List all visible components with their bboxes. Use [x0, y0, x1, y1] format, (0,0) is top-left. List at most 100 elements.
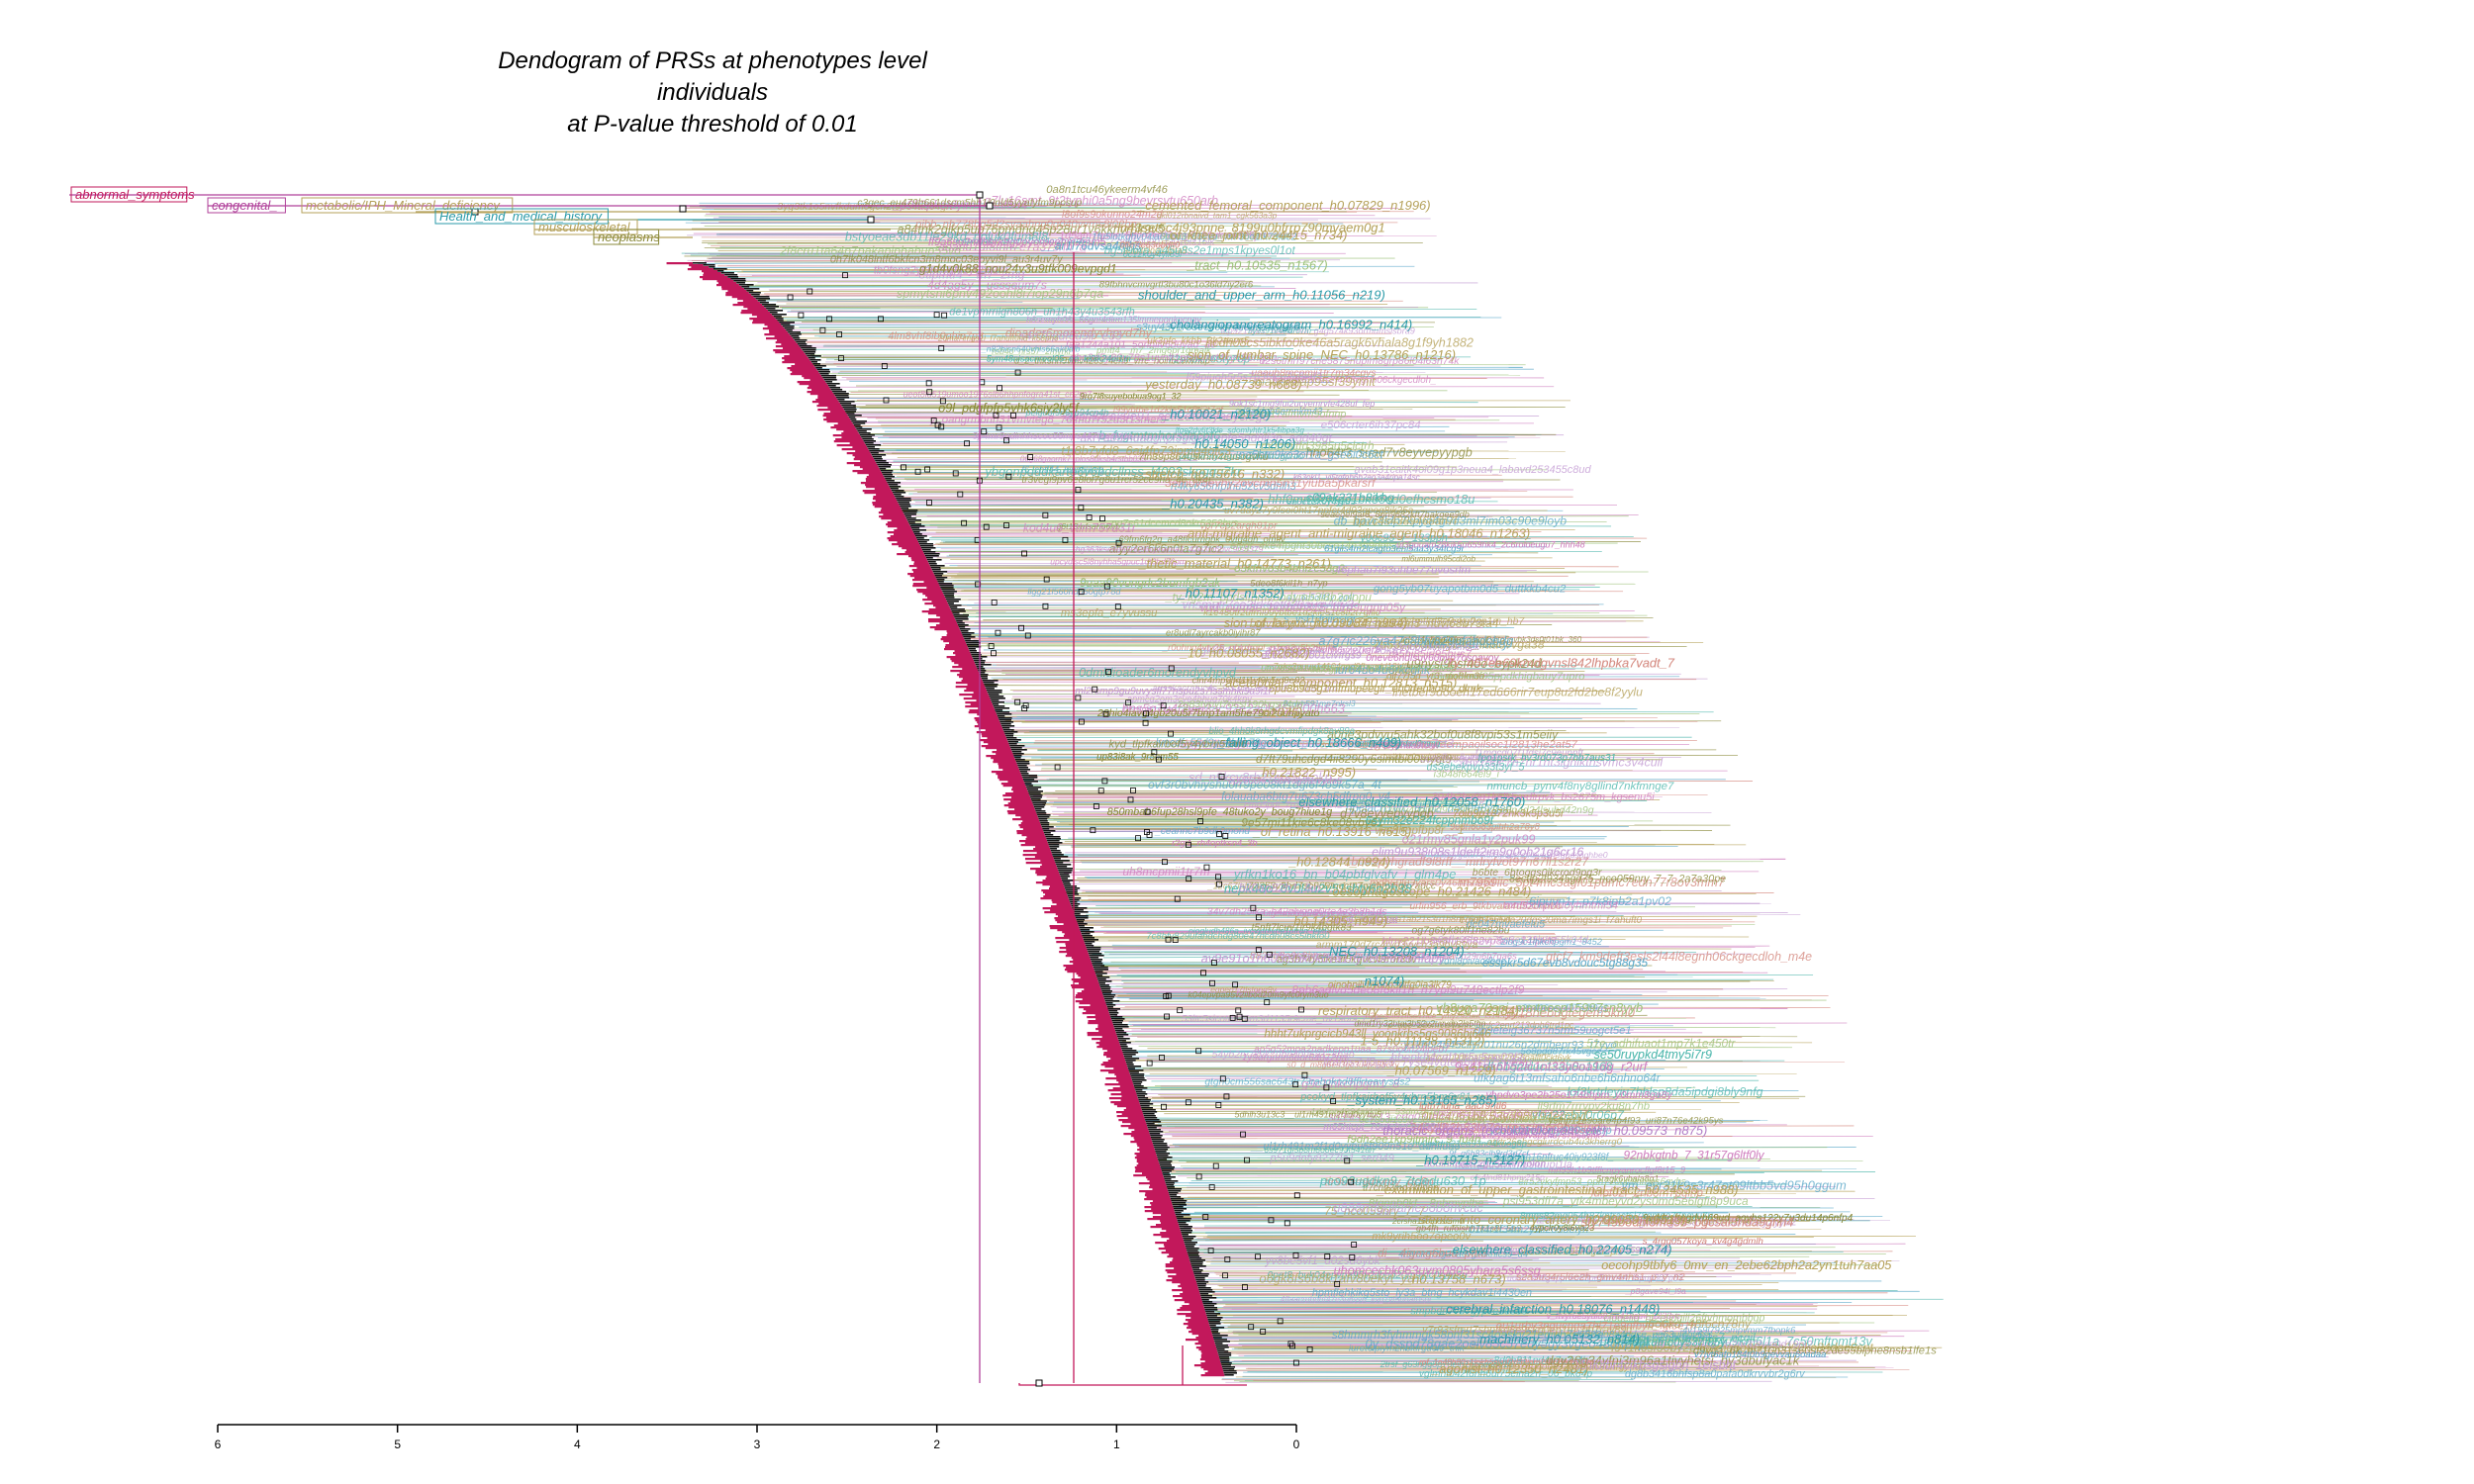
leaf-branch [1125, 1056, 1430, 1059]
leaf-branch [1217, 1311, 1573, 1314]
leaf-branch [981, 641, 1704, 644]
leaf-branch [1118, 968, 1461, 970]
leaf-branch [899, 465, 1458, 468]
trunk-edge [1078, 925, 1085, 927]
trunk-edge [834, 395, 849, 397]
trunk-edge [958, 626, 966, 628]
node-marker [838, 355, 844, 362]
trunk-segment [1078, 974, 1096, 977]
trunk-segment [953, 652, 971, 655]
node-marker [1344, 1158, 1351, 1164]
trunk-segment [1055, 937, 1084, 940]
leaf-label-noise: esspkr5d67evb8vdouc5tg88g35 [1482, 957, 1648, 970]
trunk-segment [1145, 1192, 1169, 1195]
leaf-label: _stretch_h0.15616_n332) [1136, 466, 1285, 481]
trunk-edge [890, 488, 899, 490]
leaf-label-noise: r5mgc62nhrfm2r1s7_ncgil [1619, 1331, 1756, 1345]
trunk-segment [941, 636, 964, 639]
leaf-label: _elsewhere_classified_h0.22405_n274) [1444, 1242, 1672, 1256]
trunk-segment [922, 593, 944, 596]
trunk-edge [1132, 1081, 1143, 1083]
trunk-segment [1108, 1097, 1138, 1100]
leaf-label-noise: m7959iic_5pt4mc3agf01pumc7edn77r8ov3mm7 [1459, 876, 1726, 889]
trunk-edge [1047, 842, 1063, 844]
trunk-edge [819, 373, 829, 375]
trunk-segment [908, 565, 930, 568]
leaf-branch [969, 609, 1636, 612]
leaf-branch [942, 580, 1238, 583]
leaf-label-noise: afyy2er6k6n0ta7g7ic2 [1109, 541, 1224, 555]
top-cluster-label: musculoskeletal [533, 219, 638, 235]
trunk-edge [796, 341, 807, 343]
leaf-branch [724, 279, 1246, 282]
node-marker [1229, 1014, 1236, 1021]
trunk-edge [1201, 1299, 1209, 1301]
trunk-segment [862, 490, 892, 493]
leaf-label-noise: 1b089pyhgradf9l8rff__mrlryfvot97n67ll1s2… [1345, 855, 1590, 869]
trunk-edge [1029, 794, 1043, 796]
trunk-edge [914, 535, 927, 537]
trunk-segment [1158, 1248, 1187, 1251]
trunk-segment [1076, 994, 1103, 997]
trunk-segment [825, 417, 849, 419]
node-marker [1244, 1157, 1250, 1163]
leaf-label-noise: 6a0c12k0y4yli85 [1286, 496, 1357, 507]
leaf-branch [1015, 741, 1447, 743]
node-marker [1018, 624, 1024, 631]
trunk-segment [1087, 1034, 1117, 1037]
trunk-edge [898, 502, 910, 504]
trunk-edge [1170, 1198, 1185, 1200]
leaf-label-noise: di__4igmg6buu_pttt8 [1378, 1246, 1487, 1259]
trunk-segment [943, 640, 966, 643]
trunk-segment [1079, 1006, 1107, 1009]
trunk-edge [1175, 1214, 1190, 1216]
trunk-edge [1219, 1358, 1230, 1360]
leaf-label-noise: gb4fh_rufolshh7k1s8l_5a3 [1416, 1223, 1521, 1233]
trunk-edge [960, 630, 969, 632]
leaf-label-noise: hcdh08cs5ibkfo0ke46a5ragk6vhala8g1f9yh18… [1205, 335, 1474, 349]
trunk-segment [1072, 986, 1100, 989]
leaf-branch [1227, 1329, 1658, 1332]
trunk-segment [1200, 1345, 1216, 1347]
leaf-branch [713, 217, 1431, 220]
trunk-edge [1197, 1285, 1206, 1287]
trunk-edge [1220, 1360, 1230, 1362]
leaf-branch [1114, 1015, 1435, 1018]
leaf-branch [1035, 764, 1600, 767]
trunk-edge [1187, 1250, 1198, 1252]
leaf-label: _h0.12844_n924) [1287, 854, 1390, 869]
leaf-branch [691, 259, 1208, 261]
trunk-edge [1060, 876, 1071, 878]
leaf-label: thoracic_organs_(echocardiogram_etc)_h0.… [1382, 1123, 1707, 1138]
trunk-segment [852, 454, 872, 457]
leaf-label-noise: v5byrid7aoyicum0ditp6avbk3ds0t01bk_360 [1426, 635, 1582, 644]
trunk-edge [1194, 1277, 1205, 1279]
leaf-branch [849, 380, 1333, 383]
leaf-label-noise: ueot8lu519umoo1976slb6hhpnfogra41st_cn2r… [904, 389, 1094, 399]
leaf-branch [979, 675, 1501, 677]
leaf-branch [778, 323, 1385, 325]
leaf-label: _cerebral_infarction_h0.18076_n1448) [1437, 1302, 1660, 1317]
trunk-edge [1217, 1352, 1232, 1354]
leaf-branch [1120, 969, 1644, 971]
leaf-branch [1031, 756, 1356, 759]
leaf-branch [1116, 1067, 1494, 1068]
node-marker [1075, 695, 1082, 701]
leaf-branch [1201, 1290, 1898, 1292]
leaf-branch [1169, 1143, 1547, 1146]
leaf-label-noise: dc047mvaefelu5 [1467, 918, 1546, 930]
leaf-branch [1172, 1142, 1704, 1145]
leaf-label-noise: smpbdn7v87gypve3e899 [1410, 1305, 1527, 1317]
trunk-edge [1148, 1129, 1161, 1131]
trunk-segment [1139, 1151, 1156, 1154]
trunk-edge [1105, 1002, 1113, 1004]
leaf-label-noise: ybgonpdddkarte6v6bdcllnss_l4093skpggg7kr [984, 464, 1242, 479]
trunk-segment [775, 341, 797, 344]
trunk-segment [1011, 788, 1027, 791]
node-marker [1003, 522, 1009, 528]
trunk-segment [1135, 1168, 1162, 1171]
trunk-segment [764, 324, 782, 326]
trunk-segment [835, 438, 863, 441]
trunk-segment [872, 502, 899, 505]
trunk-segment [1146, 1196, 1171, 1199]
